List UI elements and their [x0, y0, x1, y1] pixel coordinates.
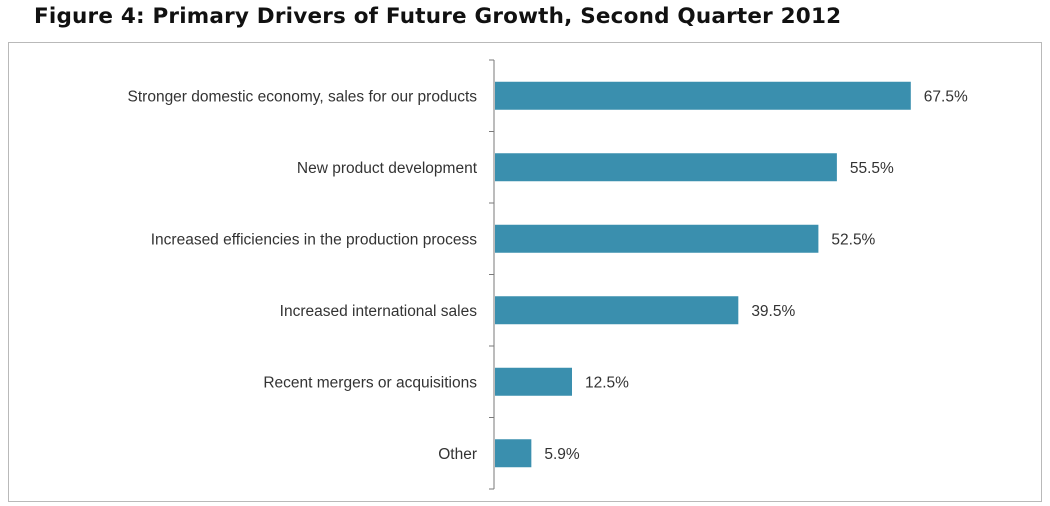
data-label: 39.5% — [751, 303, 795, 320]
data-label: 5.9% — [544, 446, 580, 463]
category-label: Increased efficiencies in the production… — [151, 231, 478, 248]
bar — [495, 81, 911, 110]
category-label: Increased international sales — [280, 303, 478, 320]
category-label: Recent mergers or acquisitions — [263, 374, 477, 391]
category-label: Other — [438, 446, 477, 463]
bar — [495, 296, 739, 325]
data-label: 55.5% — [850, 160, 894, 177]
data-label: 52.5% — [831, 231, 875, 248]
data-label: 12.5% — [585, 374, 629, 391]
category-label: Stronger domestic economy, sales for our… — [128, 88, 478, 105]
bar — [495, 224, 819, 253]
bar — [495, 439, 532, 468]
category-label: New product development — [297, 160, 478, 177]
bar — [495, 153, 837, 182]
data-label: 67.5% — [924, 88, 968, 105]
chart-frame — [8, 42, 1042, 502]
bar — [495, 367, 572, 396]
chart-title: Figure 4: Primary Drivers of Future Grow… — [34, 4, 842, 29]
